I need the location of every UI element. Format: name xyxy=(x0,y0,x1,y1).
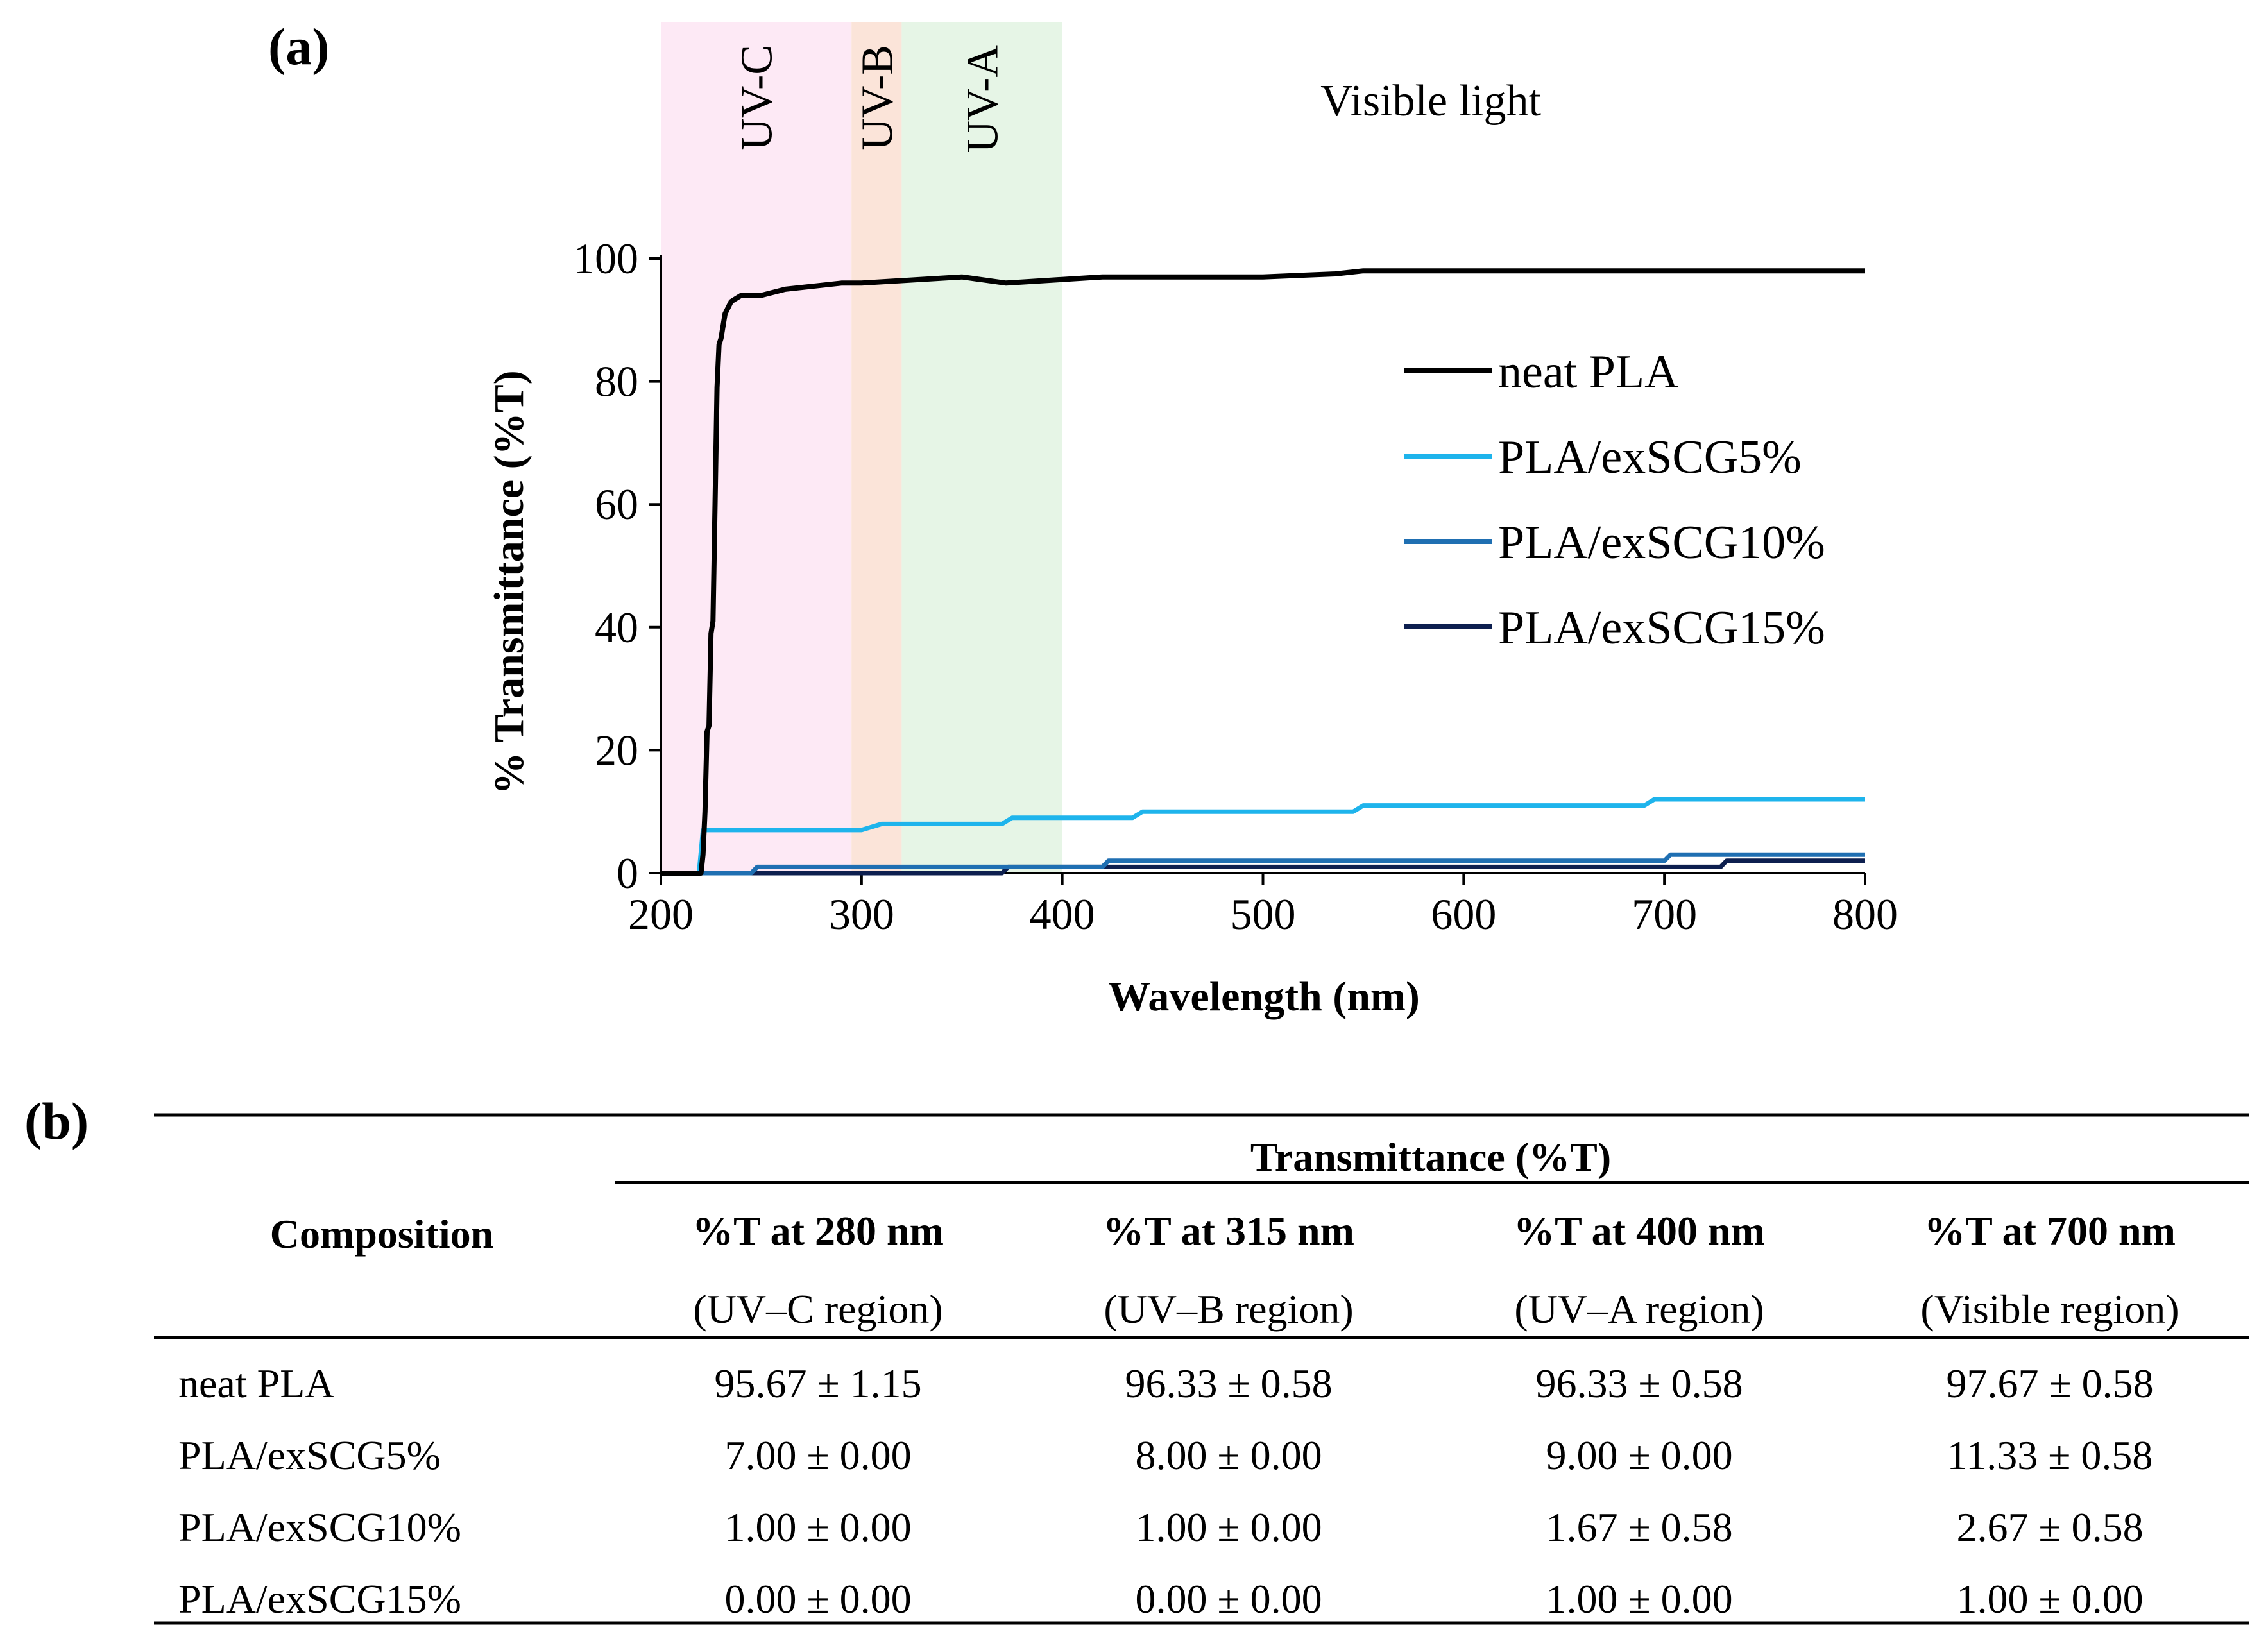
row-label: PLA/exSCG15% xyxy=(178,1576,461,1622)
x-tick-label: 800 xyxy=(1832,890,1898,939)
table-row: neat PLA 95.67 ± 1.15 96.33 ± 0.58 96.33 ± … xyxy=(178,1361,2154,1406)
table-cell: 1.00 ± 0.00 xyxy=(1956,1576,2143,1622)
region-label-uv-b: UV-B xyxy=(853,45,902,151)
band-uv-c xyxy=(661,22,852,873)
x-tick-label: 400 xyxy=(1030,890,1095,939)
table-composition-header: Composition xyxy=(270,1211,494,1257)
table-body: neat PLA 95.67 ± 1.15 96.33 ± 0.58 96.33 ± … xyxy=(178,1361,2154,1622)
table-cell: 7.00 ± 0.00 xyxy=(724,1433,911,1478)
chart-legend: neat PLA PLA/exSCG5% PLA/exSCG10% PLA/exSCG… xyxy=(1404,346,1825,654)
panel-b-label: (b) xyxy=(24,1092,89,1150)
legend-label-pla-exscg10: PLA/exSCG10% xyxy=(1498,516,1825,569)
table-cell: 9.00 ± 0.00 xyxy=(1546,1433,1732,1478)
series-line-pla-exscg15 xyxy=(661,858,1865,876)
table-cell: 97.67 ± 0.58 xyxy=(1946,1361,2153,1406)
table-cell: 95.67 ± 1.15 xyxy=(714,1361,921,1406)
y-tick-label: 60 xyxy=(595,480,638,529)
column-header-1: %T at 280 nm xyxy=(692,1208,944,1254)
column-header-3: %T at 400 nm xyxy=(1513,1208,1765,1254)
table-row: PLA/exSCG15% 0.00 ± 0.00 0.00 ± 0.00 1.00 ±… xyxy=(178,1576,2144,1622)
region-label-uv-c: UV-C xyxy=(733,45,782,151)
column-header-4: %T at 700 nm xyxy=(1924,1208,2176,1254)
table-cell: 1.00 ± 0.00 xyxy=(1135,1504,1322,1550)
band-uv-a xyxy=(901,22,1062,873)
region-label-visible-light: Visible light xyxy=(1320,76,1541,126)
row-label: PLA/exSCG10% xyxy=(178,1504,461,1550)
table-cell: 96.33 ± 0.58 xyxy=(1535,1361,1743,1406)
spectral-region-labels: UV-C UV-B UV-A Visible light xyxy=(733,45,1542,153)
column-subheader-2: (UV–B region) xyxy=(1104,1286,1353,1332)
x-tick-label: 600 xyxy=(1431,890,1496,939)
column-subheader-1: (UV–C region) xyxy=(693,1286,942,1332)
series-line-neat-pla xyxy=(661,268,1865,876)
table-cell: 11.33 ± 0.58 xyxy=(1947,1433,2153,1478)
x-tick-label: 300 xyxy=(829,890,894,939)
column-subheader-3: (UV–A region) xyxy=(1514,1286,1764,1332)
spectral-region-bands xyxy=(661,22,1062,873)
chart-series-lines xyxy=(661,268,1865,876)
row-label: neat PLA xyxy=(178,1361,335,1406)
table-cell: 2.67 ± 0.58 xyxy=(1956,1504,2143,1550)
table-row: PLA/exSCG10% 1.00 ± 0.00 1.00 ± 0.00 1.67 ±… xyxy=(178,1504,2144,1550)
y-tick-label: 100 xyxy=(573,234,638,283)
table-cell: 96.33 ± 0.58 xyxy=(1125,1361,1332,1406)
x-tick-label: 700 xyxy=(1632,890,1697,939)
panel-a-label: (a) xyxy=(268,17,330,76)
region-label-uv-a: UV-A xyxy=(959,45,1008,153)
y-axis-title: % Transmittance (%T) xyxy=(486,370,533,794)
legend-label-pla-exscg5: PLA/exSCG5% xyxy=(1498,431,1802,484)
table-cell: 0.00 ± 0.00 xyxy=(1135,1576,1322,1622)
table-cell: 1.00 ± 0.00 xyxy=(724,1504,911,1550)
table-cell: 0.00 ± 0.00 xyxy=(724,1576,911,1622)
table-cell: 8.00 ± 0.00 xyxy=(1135,1433,1322,1478)
y-tick-label: 40 xyxy=(595,603,638,652)
band-uv-b xyxy=(851,22,902,873)
table-column-headers: %T at 280 nm (UV–C region) %T at 315 nm (UV… xyxy=(692,1208,2179,1332)
x-tick-label: 500 xyxy=(1231,890,1296,939)
table-group-header: Transmittance (%T) xyxy=(1250,1134,1611,1180)
series-line-pla-exscg10 xyxy=(661,852,1865,876)
row-label: PLA/exSCG5% xyxy=(178,1433,441,1478)
x-axis-title: Wavelength (nm) xyxy=(1108,973,1420,1020)
column-subheader-4: (Visible region) xyxy=(1920,1286,2179,1332)
table-cell: 1.67 ± 0.58 xyxy=(1546,1504,1732,1550)
y-tick-label: 80 xyxy=(595,357,638,406)
table-row: PLA/exSCG5% 7.00 ± 0.00 8.00 ± 0.00 9.00 ± … xyxy=(178,1433,2153,1478)
x-tick-label: 200 xyxy=(628,890,694,939)
y-tick-label: 20 xyxy=(595,726,638,774)
transmittance-table: Transmittance (%T) Composition %T at 280… xyxy=(154,1113,2249,1625)
table-cell: 1.00 ± 0.00 xyxy=(1546,1576,1732,1622)
column-header-2: %T at 315 nm xyxy=(1103,1208,1354,1254)
legend-label-pla-exscg15: PLA/exSCG15% xyxy=(1498,602,1825,654)
transmittance-chart: UV-C UV-B UV-A Visible light 0 20 40 60 80 100 20… xyxy=(486,22,1898,1020)
legend-label-neat-pla: neat PLA xyxy=(1498,346,1679,398)
y-tick-label: 0 xyxy=(617,849,638,897)
